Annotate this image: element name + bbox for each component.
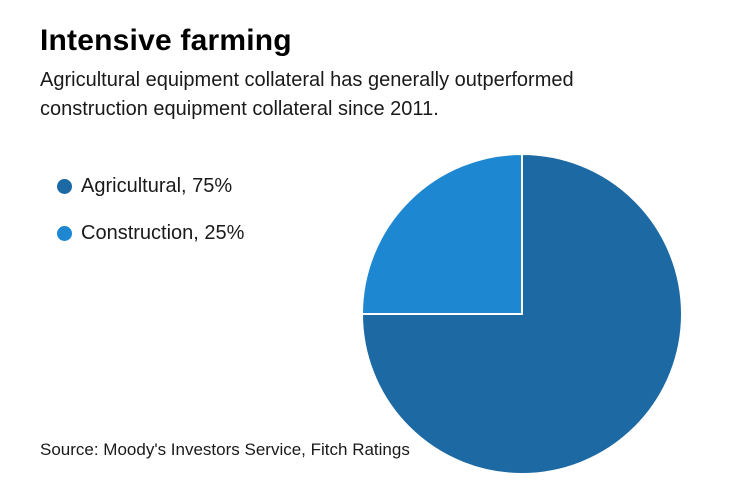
legend-item-construction: Construction, 25% <box>57 222 244 245</box>
pie-slices <box>361 153 683 475</box>
legend-bullet-icon <box>57 179 72 194</box>
chart-legend: Agricultural, 75% Construction, 25% <box>57 175 244 245</box>
source-attribution: Source: Moody's Investors Service, Fitch… <box>40 440 410 459</box>
chart-title: Intensive farming <box>40 24 292 57</box>
chart-header: Intensive farming Agricultural equipment… <box>40 24 650 124</box>
legend-item-agricultural: Agricultural, 75% <box>57 175 244 198</box>
chart-subtitle: Agricultural equipment collateral has ge… <box>40 68 574 120</box>
legend-label: Construction, 25% <box>81 222 245 244</box>
pie-slice-construction <box>361 153 523 315</box>
legend-label: Agricultural, 75% <box>81 175 233 197</box>
legend-bullet-icon <box>57 226 72 241</box>
